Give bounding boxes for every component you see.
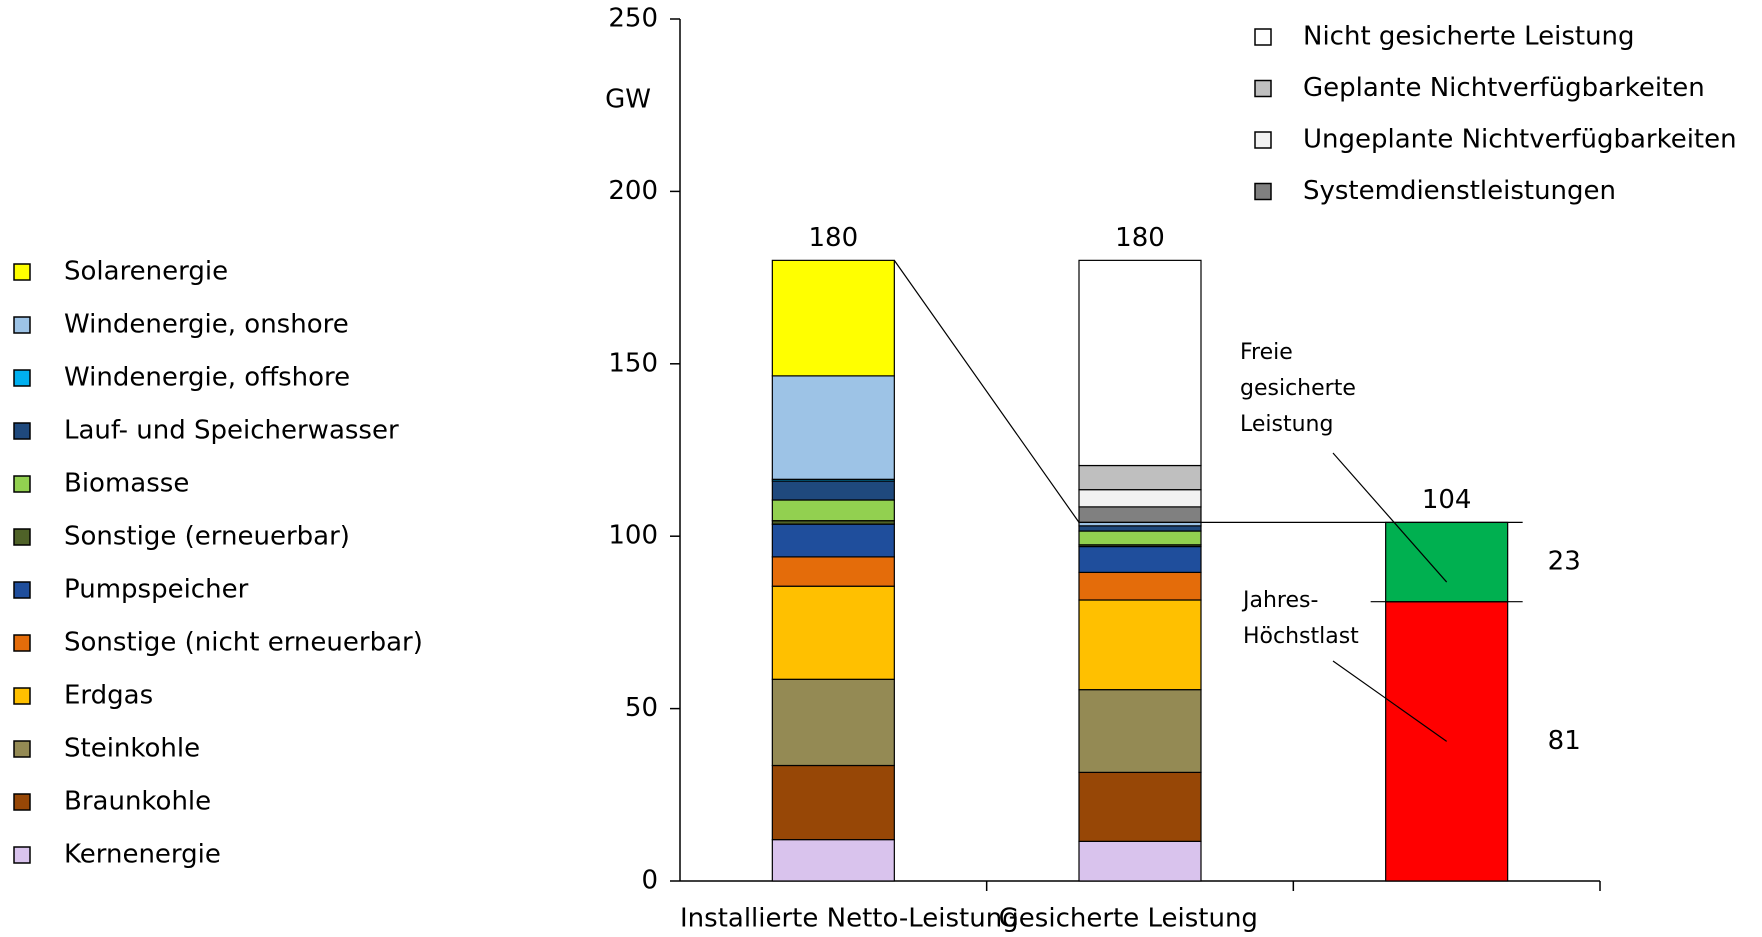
legend-swatch bbox=[13, 528, 31, 546]
legend-label: Biomasse bbox=[64, 469, 189, 499]
legend-label: Kernenergie bbox=[64, 840, 221, 870]
total-label: 180 bbox=[1115, 223, 1165, 253]
bar-segment bbox=[1078, 771, 1202, 842]
annotation-pointer bbox=[1332, 452, 1448, 583]
bar-segment bbox=[1078, 259, 1202, 467]
y-tick-label: 150 bbox=[608, 348, 658, 378]
legend-swatch bbox=[13, 581, 31, 599]
legend-label: Lauf- und Speicherwasser bbox=[64, 416, 399, 446]
total-label: 104 bbox=[1422, 485, 1472, 515]
annotation-pointer bbox=[1332, 660, 1448, 742]
legend-label: Systemdienstleistungen bbox=[1303, 176, 1616, 206]
bar-segment bbox=[771, 523, 895, 558]
bar-segment bbox=[1078, 599, 1202, 691]
legend-label: Windenergie, onshore bbox=[64, 310, 349, 340]
value-label: 23 bbox=[1548, 547, 1581, 577]
legend-label: Pumpspeicher bbox=[64, 575, 249, 605]
legend-label: Steinkohle bbox=[64, 734, 200, 764]
legend-swatch bbox=[13, 263, 31, 281]
annotation: Jahres-Höchstlast bbox=[1243, 588, 1359, 649]
bar-segment bbox=[1078, 545, 1202, 574]
legend-swatch bbox=[13, 422, 31, 440]
bar-segment bbox=[1078, 525, 1202, 532]
bar-segment bbox=[1078, 571, 1202, 601]
legend-swatch bbox=[13, 316, 31, 334]
legend-label: Erdgas bbox=[64, 681, 153, 711]
legend-swatch bbox=[13, 846, 31, 864]
bar-segment bbox=[1078, 506, 1202, 524]
y-tick-label: 250 bbox=[608, 4, 658, 34]
legend-label: Solarenergie bbox=[64, 257, 228, 287]
legend-label: Braunkohle bbox=[64, 787, 211, 817]
y-tick-label: 50 bbox=[625, 693, 658, 723]
annotation: Freie gesicherte Leistung bbox=[1240, 340, 1356, 437]
legend-label: Ungeplante Nichtverfügbarkeiten bbox=[1303, 125, 1737, 155]
connector bbox=[893, 260, 1080, 523]
total-label: 180 bbox=[809, 223, 859, 253]
bar-segment bbox=[771, 585, 895, 680]
legend-swatch bbox=[13, 634, 31, 652]
legend-swatch bbox=[1254, 79, 1272, 98]
bar-segment bbox=[771, 375, 895, 480]
legend-swatch bbox=[13, 793, 31, 811]
legend-swatch bbox=[1254, 28, 1272, 46]
bar-segment bbox=[1078, 530, 1202, 546]
legend-label: Sonstige (nicht erneuerbar) bbox=[64, 628, 423, 658]
legend-swatch bbox=[13, 475, 31, 493]
y-axis-label: GW bbox=[605, 85, 651, 115]
bar-segment bbox=[771, 556, 895, 587]
legend-label: Geplante Nichtverfügbarkeiten bbox=[1303, 73, 1705, 103]
y-tick-label: 0 bbox=[641, 866, 658, 896]
bar-segment bbox=[1078, 464, 1202, 491]
x-tick-label: Installierte Netto-Leistung bbox=[680, 904, 1019, 934]
bar-segment bbox=[771, 764, 895, 841]
bar-segment bbox=[771, 480, 895, 501]
bar-segment bbox=[771, 678, 895, 767]
legend-swatch bbox=[1254, 182, 1272, 201]
bar-segment bbox=[771, 259, 895, 377]
value-label: 81 bbox=[1548, 726, 1581, 756]
legend-swatch bbox=[13, 687, 31, 705]
x-tick-label: Gesicherte Leistung bbox=[999, 904, 1258, 934]
legend-label: Windenergie, offshore bbox=[64, 363, 350, 393]
bar-segment bbox=[1078, 689, 1202, 773]
y-tick-label: 200 bbox=[608, 176, 658, 206]
y-tick-label: 100 bbox=[608, 521, 658, 551]
legend-label: Sonstige (erneuerbar) bbox=[64, 522, 350, 552]
bar-segment bbox=[771, 499, 895, 522]
bar-segment bbox=[1078, 840, 1202, 882]
legend-swatch bbox=[13, 369, 31, 387]
bar-segment bbox=[771, 839, 895, 882]
legend-swatch bbox=[13, 740, 31, 758]
legend-swatch bbox=[1254, 131, 1272, 149]
legend-label: Nicht gesicherte Leistung bbox=[1303, 22, 1635, 52]
bar-segment bbox=[1078, 489, 1202, 508]
